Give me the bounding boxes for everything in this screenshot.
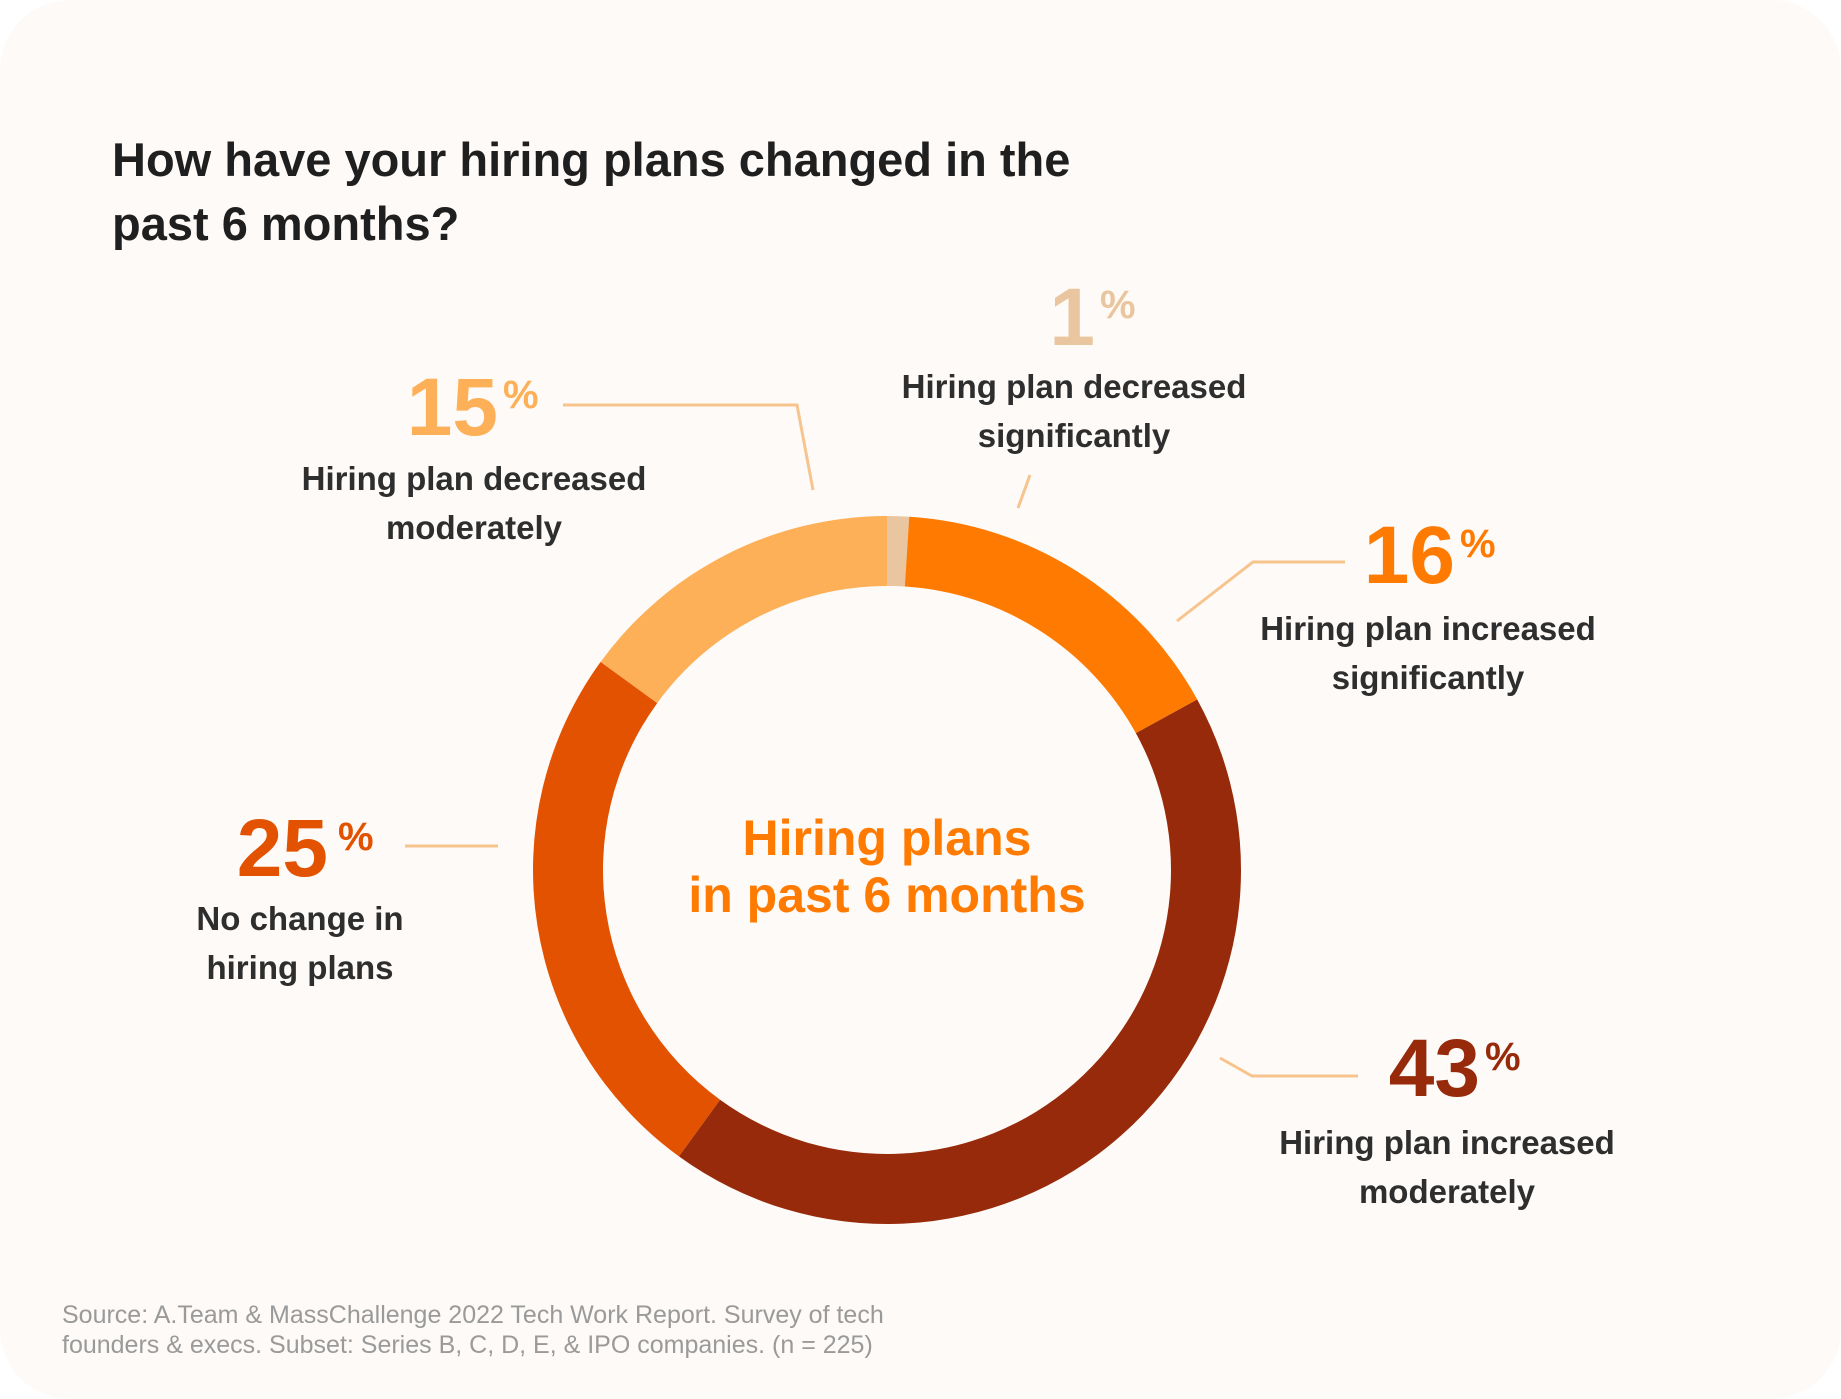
chart-title-line-1: How have your hiring plans changed in th… <box>112 133 1071 186</box>
center-label: Hiring plans in past 6 months <box>688 810 1085 923</box>
leader-line-hiring-plan-increased-moderately <box>1219 1056 1358 1078</box>
category-label-hiring-plan-decreased-significantly-line-2: significantly <box>978 417 1171 454</box>
slice-hiring-plan-increased-moderately <box>678 699 1241 1224</box>
center-label-line-1: Hiring plans <box>743 810 1032 866</box>
leader-lines <box>405 403 1358 1078</box>
category-label-hiring-plan-increased-significantly-line-2: significantly <box>1332 659 1525 696</box>
slice-hiring-plan-decreased-significantly <box>887 516 910 587</box>
leader-line-hiring-plan-decreased-significantly <box>1016 474 1032 509</box>
category-label-hiring-plan-decreased-moderately-line-1: Hiring plan decreased <box>302 460 647 497</box>
leader-line-hiring-plan-increased-significantly <box>1176 560 1345 623</box>
category-label-no-change-in-hiring-plans-line-1: No change in <box>196 900 403 937</box>
slice-hiring-plan-decreased-moderately <box>600 516 887 704</box>
category-label-hiring-plan-increased-significantly-line-1: Hiring plan increased <box>1260 610 1596 647</box>
percent-sign-hiring-plan-increased-moderately: % <box>1485 1035 1521 1079</box>
source-line-2: founders & execs. Subset: Series B, C, D… <box>62 1331 873 1359</box>
chart-title: How have your hiring plans changed in th… <box>112 128 1212 256</box>
slice-hiring-plan-increased-significantly <box>904 516 1198 734</box>
category-label-hiring-plan-decreased-moderately-line-2: moderately <box>386 509 563 546</box>
source-line-1: Source: A.Team & MassChallenge 2022 Tech… <box>62 1301 884 1329</box>
category-label-no-change-in-hiring-plans-line-2: hiring plans <box>206 949 393 986</box>
percent-sign-no-change-in-hiring-plans: % <box>338 815 374 859</box>
source-note: Source: A.Team & MassChallenge 2022 Tech… <box>62 1300 1062 1360</box>
value-label-hiring-plan-increased-moderately: 43 <box>1389 1023 1480 1114</box>
category-label-hiring-plan-decreased-significantly-line-1: Hiring plan decreased <box>902 368 1247 405</box>
category-label-hiring-plan-increased-moderately-line-2: moderately <box>1359 1173 1536 1210</box>
slice-no-change-in-hiring-plans <box>533 661 721 1157</box>
category-label-hiring-plan-increased-moderately-line-1: Hiring plan increased <box>1279 1124 1615 1161</box>
donut-slices <box>533 516 1241 1224</box>
percent-sign-hiring-plan-decreased-moderately: % <box>503 373 539 417</box>
value-label-hiring-plan-decreased-moderately: 15 <box>407 362 498 453</box>
center-label-line-2: in past 6 months <box>688 867 1085 923</box>
chart-title-line-2: past 6 months? <box>112 197 460 250</box>
value-label-no-change-in-hiring-plans: 25 <box>237 803 328 894</box>
value-label-hiring-plan-increased-significantly: 16 <box>1364 510 1455 601</box>
percent-sign-hiring-plan-increased-significantly: % <box>1460 522 1496 566</box>
leader-line-hiring-plan-decreased-moderately <box>563 403 815 491</box>
value-label-hiring-plan-decreased-significantly: 1 <box>1049 272 1095 363</box>
percent-sign-hiring-plan-decreased-significantly: % <box>1100 283 1136 327</box>
slice-labels: 1 % Hiring plan decreased significantly 16 % H… <box>196 272 1614 1210</box>
